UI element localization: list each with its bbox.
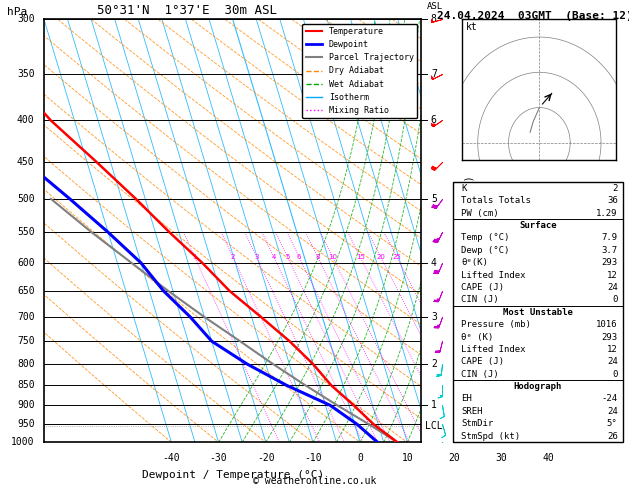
Text: Totals Totals: Totals Totals bbox=[462, 196, 532, 205]
Text: Dewpoint / Temperature (°C): Dewpoint / Temperature (°C) bbox=[142, 470, 324, 480]
Text: 12: 12 bbox=[607, 345, 618, 354]
Text: Temp (°C): Temp (°C) bbox=[462, 233, 509, 243]
Text: 2: 2 bbox=[231, 254, 235, 260]
Text: Lifted Index: Lifted Index bbox=[462, 345, 526, 354]
Text: StmDir: StmDir bbox=[462, 419, 494, 428]
Text: -10: -10 bbox=[304, 453, 322, 463]
Text: 5: 5 bbox=[431, 194, 437, 204]
Text: 25: 25 bbox=[392, 254, 401, 260]
Text: CAPE (J): CAPE (J) bbox=[462, 357, 504, 366]
Legend: Temperature, Dewpoint, Parcel Trajectory, Dry Adiabat, Wet Adiabat, Isotherm, Mi: Temperature, Dewpoint, Parcel Trajectory… bbox=[303, 24, 417, 118]
Text: 1016: 1016 bbox=[596, 320, 618, 329]
Text: Pressure (mb): Pressure (mb) bbox=[462, 320, 532, 329]
Text: K: K bbox=[462, 184, 467, 193]
Text: 400: 400 bbox=[17, 116, 35, 125]
Text: 26: 26 bbox=[607, 432, 618, 441]
Text: kt: kt bbox=[465, 22, 477, 32]
Text: 2: 2 bbox=[431, 359, 437, 369]
Text: 6: 6 bbox=[297, 254, 301, 260]
Text: -40: -40 bbox=[162, 453, 181, 463]
Text: 36: 36 bbox=[607, 196, 618, 205]
Text: θᵉ (K): θᵉ (K) bbox=[462, 332, 494, 342]
Text: 1: 1 bbox=[431, 400, 437, 410]
Text: 4: 4 bbox=[272, 254, 276, 260]
Text: 650: 650 bbox=[17, 286, 35, 296]
Text: 5: 5 bbox=[286, 254, 290, 260]
Text: 293: 293 bbox=[601, 332, 618, 342]
Text: 2: 2 bbox=[612, 184, 618, 193]
Text: Most Unstable: Most Unstable bbox=[503, 308, 573, 317]
Text: 10: 10 bbox=[328, 254, 337, 260]
Text: PW (cm): PW (cm) bbox=[462, 208, 499, 218]
Text: SREH: SREH bbox=[462, 407, 483, 416]
Text: -20: -20 bbox=[257, 453, 275, 463]
Text: 450: 450 bbox=[17, 157, 35, 167]
Text: 5°: 5° bbox=[607, 419, 618, 428]
Text: 24: 24 bbox=[607, 357, 618, 366]
Text: 900: 900 bbox=[17, 400, 35, 410]
Text: 8: 8 bbox=[431, 15, 437, 24]
Text: θᵉ(K): θᵉ(K) bbox=[462, 258, 488, 267]
Text: 20: 20 bbox=[376, 254, 385, 260]
Text: 10: 10 bbox=[401, 453, 413, 463]
Text: StmSpd (kt): StmSpd (kt) bbox=[462, 432, 520, 441]
Text: LCL: LCL bbox=[425, 421, 443, 431]
Text: 700: 700 bbox=[17, 312, 35, 322]
Text: 1.29: 1.29 bbox=[596, 208, 618, 218]
Text: 24: 24 bbox=[607, 283, 618, 292]
Text: 50°31'N  1°37'E  30m ASL: 50°31'N 1°37'E 30m ASL bbox=[97, 4, 277, 17]
Text: 500: 500 bbox=[17, 194, 35, 204]
Text: 20: 20 bbox=[448, 453, 460, 463]
Text: Surface: Surface bbox=[519, 221, 557, 230]
Text: -24: -24 bbox=[601, 395, 618, 403]
Text: © weatheronline.co.uk: © weatheronline.co.uk bbox=[253, 475, 376, 486]
Text: 40: 40 bbox=[543, 453, 555, 463]
Text: 3: 3 bbox=[254, 254, 259, 260]
Text: 30: 30 bbox=[496, 453, 508, 463]
Text: 24: 24 bbox=[607, 407, 618, 416]
Text: hPa: hPa bbox=[7, 7, 27, 17]
Text: 0: 0 bbox=[612, 295, 618, 304]
Text: 1: 1 bbox=[192, 254, 197, 260]
Text: CIN (J): CIN (J) bbox=[462, 295, 499, 304]
Text: Lifted Index: Lifted Index bbox=[462, 271, 526, 279]
Text: 6: 6 bbox=[431, 116, 437, 125]
Text: Dewp (°C): Dewp (°C) bbox=[462, 246, 509, 255]
Text: 293: 293 bbox=[601, 258, 618, 267]
Text: 12: 12 bbox=[607, 271, 618, 279]
Text: 0: 0 bbox=[612, 370, 618, 379]
Text: 8: 8 bbox=[315, 254, 320, 260]
Text: 15: 15 bbox=[356, 254, 365, 260]
Text: km
ASL: km ASL bbox=[427, 0, 443, 11]
Text: Hodograph: Hodograph bbox=[514, 382, 562, 391]
Text: 750: 750 bbox=[17, 336, 35, 346]
Text: 950: 950 bbox=[17, 419, 35, 429]
Text: 800: 800 bbox=[17, 359, 35, 369]
Text: 1000: 1000 bbox=[11, 437, 35, 447]
Text: -30: -30 bbox=[209, 453, 228, 463]
Text: 350: 350 bbox=[17, 69, 35, 79]
Text: 24.04.2024  03GMT  (Base: 12): 24.04.2024 03GMT (Base: 12) bbox=[437, 11, 629, 21]
Text: 3.7: 3.7 bbox=[601, 246, 618, 255]
Text: CAPE (J): CAPE (J) bbox=[462, 283, 504, 292]
Text: 850: 850 bbox=[17, 380, 35, 390]
Text: 0: 0 bbox=[357, 453, 363, 463]
Text: 7: 7 bbox=[431, 69, 437, 79]
Text: EH: EH bbox=[462, 395, 472, 403]
Text: 3: 3 bbox=[431, 312, 437, 322]
Text: Mixing Ratio (g/kg): Mixing Ratio (g/kg) bbox=[465, 175, 476, 287]
Text: 7.9: 7.9 bbox=[601, 233, 618, 243]
Text: 600: 600 bbox=[17, 258, 35, 268]
Text: 550: 550 bbox=[17, 227, 35, 237]
Text: 300: 300 bbox=[17, 15, 35, 24]
Text: 4: 4 bbox=[431, 258, 437, 268]
Text: CIN (J): CIN (J) bbox=[462, 370, 499, 379]
